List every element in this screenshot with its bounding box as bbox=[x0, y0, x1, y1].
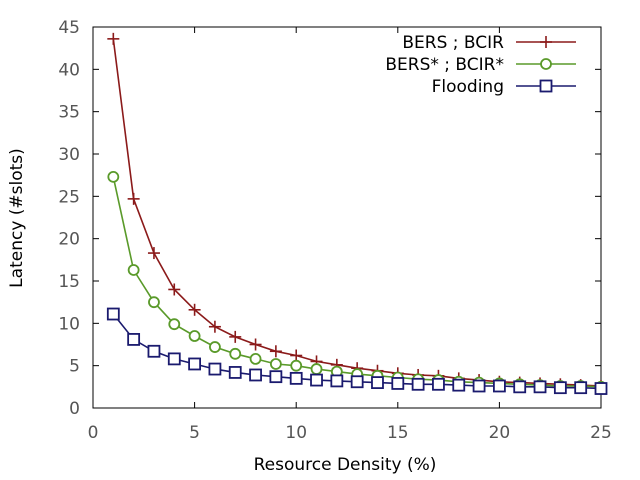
point-square bbox=[249, 368, 262, 382]
point-circle bbox=[107, 170, 120, 183]
point-circle bbox=[540, 58, 552, 70]
point-square bbox=[513, 380, 527, 394]
point-square bbox=[371, 376, 384, 390]
point-square bbox=[310, 373, 323, 387]
point-square bbox=[533, 380, 547, 394]
legend-label: Flooding bbox=[432, 77, 504, 97]
point-plus bbox=[290, 349, 303, 362]
series-line bbox=[112, 176, 602, 388]
point-square bbox=[208, 362, 222, 376]
point-circle bbox=[148, 296, 160, 309]
y-tick-label: 30 bbox=[58, 145, 80, 165]
point-square bbox=[188, 357, 202, 371]
point-circle bbox=[209, 341, 221, 353]
series-layer bbox=[106, 32, 608, 395]
point-square bbox=[391, 377, 405, 390]
legend-label: BERS* ; BCIR* bbox=[385, 55, 504, 75]
plot-frame bbox=[92, 26, 602, 409]
y-tick-label: 35 bbox=[58, 103, 80, 123]
x-tick-label: 20 bbox=[489, 423, 511, 443]
point-square bbox=[269, 370, 283, 384]
point-square bbox=[432, 377, 445, 391]
x-tick-label: 10 bbox=[285, 423, 307, 443]
legend-item-2: BERS* ; BCIR* bbox=[385, 55, 576, 75]
point-square bbox=[553, 381, 567, 395]
point-square bbox=[472, 379, 486, 393]
point-square bbox=[350, 375, 364, 389]
point-square bbox=[411, 377, 425, 391]
point-circle bbox=[229, 347, 242, 360]
point-square bbox=[147, 344, 161, 358]
point-plus bbox=[107, 32, 120, 45]
x-axis-label: Resource Density (%) bbox=[254, 455, 437, 475]
point-circle bbox=[290, 359, 303, 372]
point-square bbox=[492, 379, 506, 393]
x-tick-label: 25 bbox=[590, 423, 612, 443]
point-plus bbox=[168, 283, 181, 296]
y-tick-label: 0 bbox=[69, 399, 80, 419]
point-square bbox=[452, 378, 466, 392]
y-tick-label: 45 bbox=[58, 18, 80, 38]
point-circle bbox=[127, 264, 140, 276]
y-tick-label: 25 bbox=[58, 187, 80, 207]
y-tick-label: 5 bbox=[69, 357, 80, 377]
point-circle bbox=[168, 318, 181, 331]
point-plus bbox=[188, 303, 201, 316]
point-square bbox=[330, 374, 344, 388]
point-square bbox=[594, 382, 608, 395]
series-line bbox=[112, 38, 602, 387]
point-square bbox=[539, 79, 553, 93]
point-plus bbox=[249, 338, 262, 351]
point-plus bbox=[147, 247, 160, 260]
y-tick-label: 10 bbox=[58, 314, 80, 334]
point-square bbox=[289, 371, 303, 385]
point-circle bbox=[188, 330, 201, 342]
x-tick-label: 15 bbox=[387, 423, 409, 443]
point-square bbox=[167, 352, 181, 366]
point-circle bbox=[310, 363, 323, 375]
point-square bbox=[228, 366, 242, 379]
x-tick-label: 0 bbox=[88, 423, 99, 443]
point-plus bbox=[229, 330, 242, 343]
legend-item-3: Flooding bbox=[432, 77, 576, 97]
y-tick-label: 15 bbox=[58, 272, 80, 292]
legend-item-1: BERS ; BCIR bbox=[402, 33, 576, 53]
y-axis-label: Latency (#slots) bbox=[7, 148, 27, 288]
point-plus bbox=[540, 36, 552, 48]
point-square bbox=[574, 381, 588, 395]
point-square bbox=[106, 307, 120, 321]
legend-label: BERS ; BCIR bbox=[402, 33, 504, 53]
y-tick-label: 40 bbox=[58, 60, 80, 80]
series-2 bbox=[107, 170, 607, 393]
point-circle bbox=[269, 358, 282, 370]
point-plus bbox=[269, 345, 282, 358]
point-square bbox=[127, 333, 141, 346]
series-3 bbox=[106, 307, 608, 395]
x-tick-label: 5 bbox=[189, 423, 200, 443]
point-circle bbox=[249, 352, 262, 365]
point-plus bbox=[208, 320, 221, 333]
point-plus bbox=[127, 192, 140, 205]
y-tick-label: 20 bbox=[58, 230, 80, 250]
axes: 0 5 10 15 20 25 0 5 10 15 20 25 30 35 40 45 bbox=[58, 18, 611, 443]
